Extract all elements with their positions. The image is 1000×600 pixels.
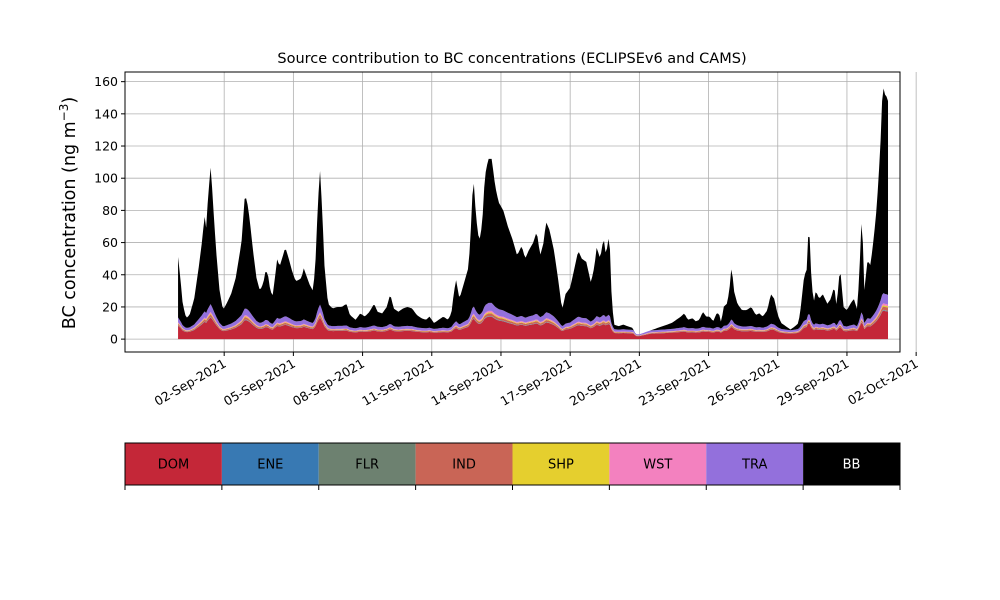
y-tick-label-5: 100 — [94, 171, 118, 186]
legend-swatch-flr — [318, 443, 416, 485]
legend-label-tra: TRA — [741, 458, 767, 473]
legend-swatch-tra — [706, 443, 804, 485]
y-tick-label-2: 40 — [102, 267, 118, 282]
legend-label-shp: SHP — [548, 458, 574, 473]
legend-swatch-shp — [512, 443, 610, 485]
legend-label-bb: BB — [843, 458, 861, 473]
y-tick-label-7: 140 — [94, 106, 118, 121]
y-axis-label-main: BC concentration (ng m — [60, 121, 80, 329]
legend-swatch-wst — [609, 443, 707, 485]
legend-colorbar: DOM ENE FLR IND SHP WST TRA BB — [124, 442, 901, 490]
legend-label-flr: FLR — [355, 458, 379, 473]
y-axis: 0 20 40 60 80 100 120 140 160 — [94, 74, 125, 347]
legend-swatch-ind — [415, 443, 513, 485]
y-tick-label-6: 120 — [94, 139, 118, 154]
y-tick-label-4: 80 — [102, 203, 118, 218]
legend-label-dom: DOM — [158, 458, 189, 473]
stacked-areas — [178, 88, 889, 340]
area-dom — [178, 310, 889, 340]
chart-title: Source contribution to BC concentrations… — [277, 51, 746, 67]
area-bb — [178, 88, 889, 335]
y-axis-label-exponent: −3 — [57, 104, 71, 122]
legend-label-wst: WST — [643, 458, 672, 473]
y-axis-label-close: ) — [60, 97, 80, 104]
legend-swatch-ene — [221, 443, 319, 485]
plot-frame — [124, 71, 901, 353]
legend-swatch-dom — [125, 443, 222, 485]
y-tick-label-1: 20 — [102, 299, 118, 314]
y-tick-label-0: 0 — [110, 332, 118, 347]
legend-label-ind: IND — [452, 458, 476, 473]
y-tick-label-3: 60 — [102, 235, 118, 250]
legend-label-ene: ENE — [257, 458, 283, 473]
legend-swatch-bb — [803, 443, 900, 485]
y-tick-label-8: 160 — [94, 74, 118, 89]
y-axis-label: BC concentration (ng m−3) — [57, 97, 80, 329]
